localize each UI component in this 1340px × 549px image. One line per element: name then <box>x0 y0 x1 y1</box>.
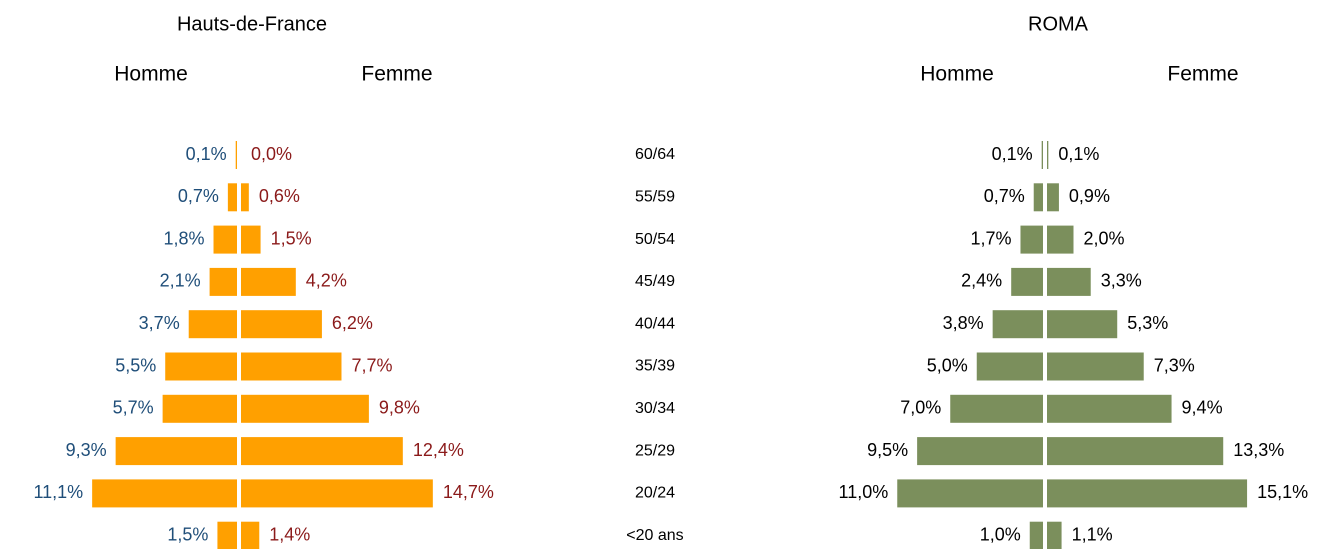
value-label: 0,1% <box>1058 144 1099 164</box>
bar <box>241 310 322 339</box>
value-label: 3,8% <box>943 313 984 333</box>
value-label: 3,3% <box>1101 271 1142 291</box>
bar <box>992 310 1043 339</box>
bar <box>241 479 433 508</box>
value-label: 2,1% <box>160 271 201 291</box>
category-label: 25/29 <box>635 442 675 459</box>
bar <box>92 479 238 508</box>
value-label: 5,7% <box>113 398 154 418</box>
value-label: 2,4% <box>961 271 1002 291</box>
value-label: 0,1% <box>186 144 227 164</box>
value-label: 0,1% <box>992 144 1033 164</box>
legend-label: Homme <box>114 63 188 86</box>
value-label: 15,1% <box>1257 482 1308 502</box>
value-label: 0,6% <box>259 186 300 206</box>
value-label: 1,1% <box>1072 524 1113 544</box>
value-label: 9,4% <box>1182 398 1223 418</box>
value-label: 5,5% <box>115 355 156 375</box>
value-label: 14,7% <box>443 482 494 502</box>
value-label: 0,7% <box>984 186 1025 206</box>
value-label: 1,4% <box>269 524 310 544</box>
bar <box>1047 521 1062 549</box>
bar <box>1020 225 1043 254</box>
bar <box>1047 437 1224 466</box>
value-label: 0,7% <box>178 186 219 206</box>
value-label: 7,3% <box>1154 355 1195 375</box>
bar <box>1041 141 1043 169</box>
legend-label: Femme <box>1167 63 1238 86</box>
value-label: 7,0% <box>900 398 941 418</box>
bar <box>917 437 1043 466</box>
bar <box>1047 479 1248 508</box>
value-label: 3,7% <box>139 313 180 333</box>
bar <box>162 394 237 423</box>
value-label: 1,5% <box>271 228 312 248</box>
bar <box>241 267 296 296</box>
bar <box>235 141 237 169</box>
category-label: 30/34 <box>635 400 675 417</box>
bar <box>976 352 1043 381</box>
value-label: 4,2% <box>306 271 347 291</box>
value-label: 2,0% <box>1084 228 1125 248</box>
category-label: 20/24 <box>635 485 675 502</box>
bar <box>1047 183 1059 212</box>
category-label: 60/64 <box>635 146 675 163</box>
bar <box>1047 394 1172 423</box>
bar <box>1011 267 1043 296</box>
value-label: 11,1% <box>33 482 83 502</box>
value-label: 5,0% <box>927 355 968 375</box>
value-label: 1,7% <box>970 228 1011 248</box>
bar <box>241 352 342 381</box>
bar <box>241 394 369 423</box>
value-label: 1,0% <box>980 524 1021 544</box>
legend-label: Homme <box>920 63 994 86</box>
bar <box>950 394 1043 423</box>
bar <box>227 183 237 212</box>
category-label: 35/39 <box>635 358 675 375</box>
bar <box>241 437 403 466</box>
value-label: 7,7% <box>351 355 392 375</box>
value-label: 9,5% <box>867 440 908 460</box>
bar <box>1029 521 1043 549</box>
bar <box>1047 141 1049 169</box>
value-label: 11,0% <box>839 482 889 502</box>
bar <box>188 310 237 339</box>
legend-label: Femme <box>361 63 432 86</box>
bar <box>897 479 1043 508</box>
bar <box>217 521 237 549</box>
value-label: 1,5% <box>167 524 208 544</box>
bar <box>165 352 237 381</box>
bar <box>115 437 237 466</box>
bar <box>241 183 249 212</box>
bar <box>1047 352 1144 381</box>
bar <box>241 521 260 549</box>
value-label: 0,9% <box>1069 186 1110 206</box>
category-label: 50/54 <box>635 231 675 248</box>
bar <box>1033 183 1043 212</box>
value-label: 12,4% <box>413 440 464 460</box>
bar <box>209 267 237 296</box>
category-label: 45/49 <box>635 273 675 290</box>
bar <box>1047 310 1118 339</box>
value-label: 0,0% <box>251 144 292 164</box>
panel-title: Hauts-de-France <box>177 13 327 35</box>
value-label: 6,2% <box>332 313 373 333</box>
category-label: 55/59 <box>635 189 675 206</box>
category-label: <20 ans <box>626 527 683 544</box>
value-label: 9,8% <box>379 398 420 418</box>
bar <box>1047 225 1074 254</box>
value-label: 13,3% <box>1233 440 1284 460</box>
value-label: 5,3% <box>1127 313 1168 333</box>
bar <box>241 225 261 254</box>
bar <box>213 225 237 254</box>
value-label: 9,3% <box>66 440 107 460</box>
category-label: 40/44 <box>635 315 675 332</box>
bar <box>1047 267 1091 296</box>
panel-title: ROMA <box>1028 13 1089 35</box>
value-label: 1,8% <box>163 228 204 248</box>
